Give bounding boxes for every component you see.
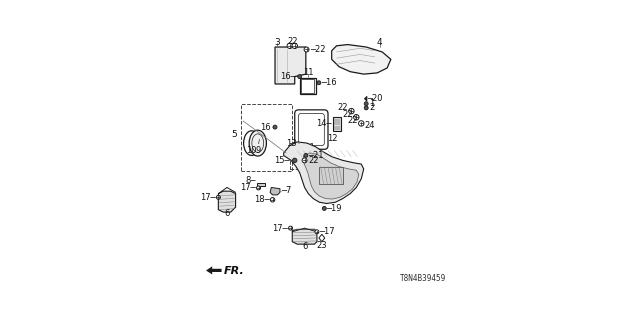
Text: ─17: ─17 [319,227,335,236]
Text: ─19: ─19 [326,204,342,213]
Circle shape [292,43,298,49]
Circle shape [292,158,297,163]
Text: 22: 22 [342,109,353,118]
Text: ─7: ─7 [281,186,292,195]
Polygon shape [292,229,317,244]
Bar [300,78,316,94]
Text: 12: 12 [327,134,337,143]
Text: 16─: 16─ [280,72,296,81]
Circle shape [273,125,277,129]
Text: 10: 10 [246,146,257,155]
Text: i: i [258,139,260,145]
Text: 5: 5 [231,130,237,139]
Text: 17─: 17─ [200,193,216,202]
Text: ─20: ─20 [367,94,383,103]
Text: 1: 1 [369,99,374,108]
Text: 14─: 14─ [316,119,332,128]
Circle shape [364,102,368,106]
Text: 2: 2 [369,103,374,112]
Circle shape [304,154,308,157]
Polygon shape [332,44,391,74]
Text: ─22: ─22 [310,45,326,54]
Text: 6: 6 [224,209,230,218]
Bar [290,143,312,169]
Polygon shape [270,188,280,195]
Ellipse shape [249,130,266,156]
Polygon shape [284,142,364,204]
Text: 22: 22 [348,116,358,125]
Text: 15─: 15─ [275,156,290,165]
Bar [333,117,341,131]
Circle shape [323,206,326,210]
Circle shape [358,121,364,126]
Text: 13: 13 [287,139,297,148]
Text: 4: 4 [377,37,383,47]
Text: T8N4B39459: T8N4B39459 [400,274,446,283]
Circle shape [304,47,309,52]
Polygon shape [303,153,359,199]
Polygon shape [257,182,265,186]
Circle shape [364,106,368,110]
Circle shape [349,108,354,114]
Text: 16: 16 [260,123,271,132]
Text: 9: 9 [255,146,260,155]
Text: 18─: 18─ [254,195,269,204]
Circle shape [317,81,321,85]
Text: 8─: 8─ [245,176,256,185]
Polygon shape [275,47,306,84]
Circle shape [354,115,359,120]
Polygon shape [206,266,221,275]
Text: 3: 3 [275,37,280,47]
Circle shape [289,226,292,230]
Text: ─21: ─21 [308,151,323,160]
Text: 22: 22 [287,37,298,46]
Circle shape [302,158,307,163]
Text: 23: 23 [317,241,327,250]
Text: 24: 24 [364,121,375,130]
Text: ─16: ─16 [321,78,337,87]
Text: 22: 22 [338,103,348,112]
Polygon shape [218,191,236,212]
Circle shape [216,195,220,199]
Text: 17─: 17─ [273,224,288,233]
Bar [301,79,314,92]
Text: 11: 11 [303,68,314,77]
Text: FR.: FR. [223,266,244,276]
Text: 6: 6 [302,242,307,251]
Circle shape [315,230,319,234]
Circle shape [298,75,301,79]
Text: 17─: 17─ [240,183,256,192]
Circle shape [270,197,275,202]
Bar [241,104,292,172]
Bar [319,166,343,184]
Text: 22: 22 [308,156,319,165]
Polygon shape [364,96,367,101]
Circle shape [257,186,260,190]
Circle shape [287,43,292,49]
